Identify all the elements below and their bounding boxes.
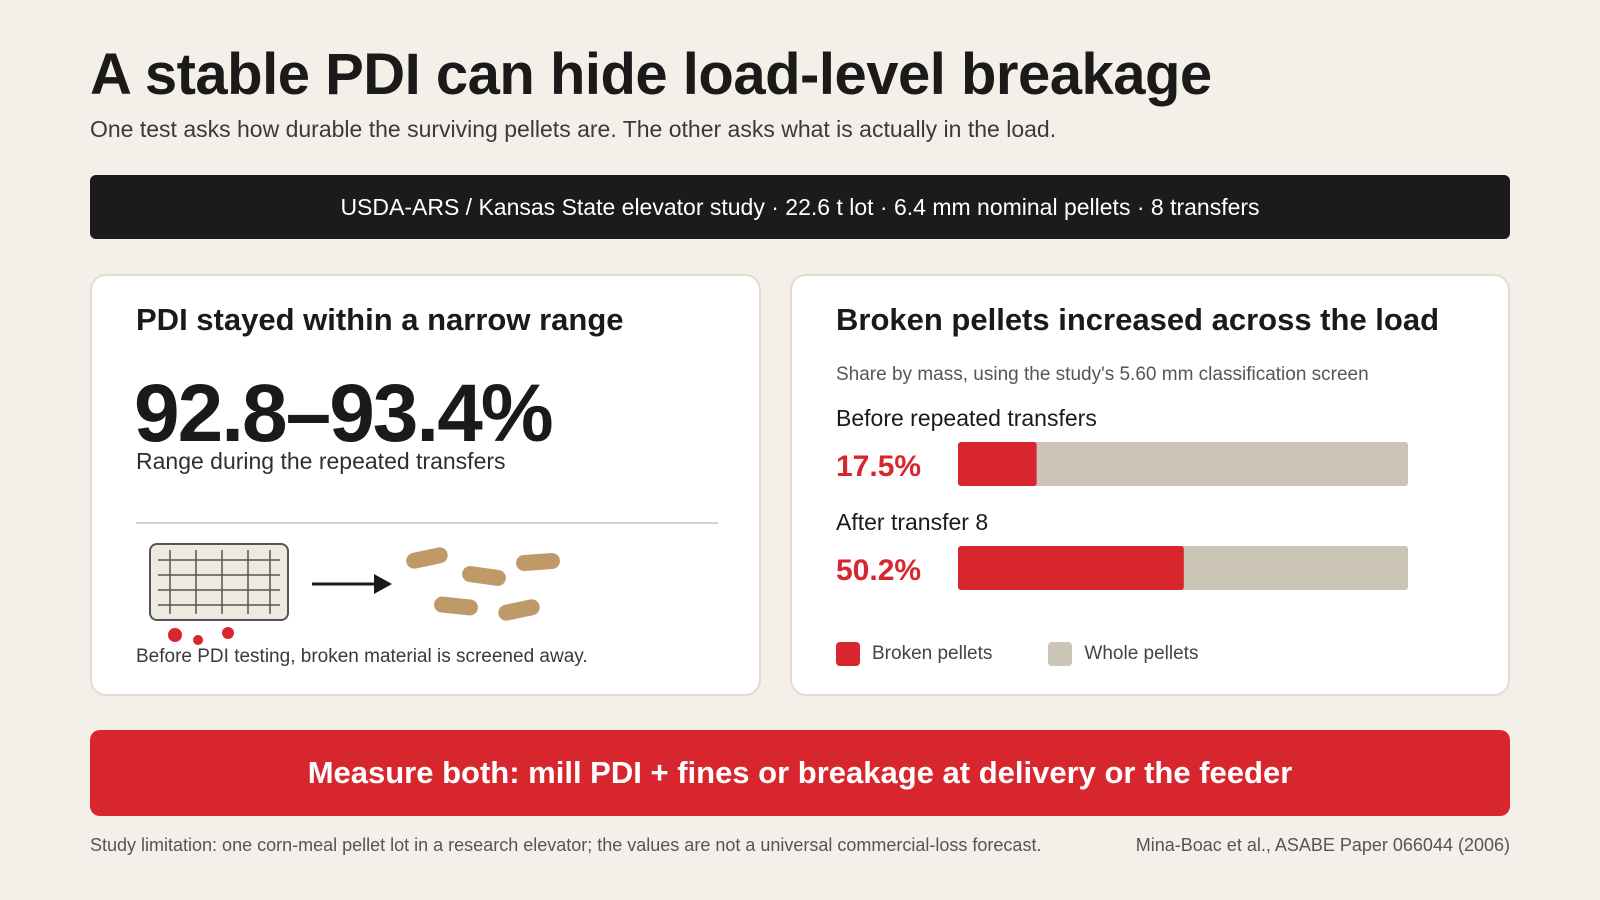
breakage-bar-chart: Before repeated transfers 17.5% After tran… (836, 405, 1408, 590)
legend-swatch-broken (836, 642, 860, 666)
data-label: 50.2% (836, 554, 921, 587)
legend-label-broken: Broken pellets (872, 643, 993, 664)
legend-swatch-whole (1048, 642, 1073, 666)
chart-legend: Broken pellets Whole pellets (836, 642, 1254, 666)
bar-whole (1183, 546, 1408, 590)
pdi-range-value: 92.8–93.4% (134, 368, 554, 459)
pdi-card-heading: PDI stayed within a narrow range (136, 302, 624, 337)
cta-banner: Measure both: mill PDI + fines or breaka… (90, 730, 1510, 816)
cta-text: Measure both: mill PDI + fines or breaka… (307, 755, 1293, 790)
breakage-card: Broken pellets increased across the load… (790, 274, 1510, 696)
card-divider (136, 522, 718, 524)
fines-dots-icon (168, 627, 234, 645)
bar-broken (958, 442, 1037, 486)
legend-label-whole: Whole pellets (1084, 643, 1199, 664)
bar-broken (958, 546, 1184, 590)
illustration-caption: Before PDI testing, broken material is s… (136, 646, 588, 667)
data-label: 17.5% (836, 450, 921, 483)
screening-illustration (149, 543, 560, 645)
pdi-card: PDI stayed within a narrow range 92.8–93… (90, 274, 761, 696)
pdi-range-caption: Range during the repeated transfers (136, 448, 506, 474)
whole-pellets-icon (406, 547, 560, 621)
chart-title: Broken pellets increased across the load (836, 302, 1440, 337)
page-subtitle: One test asks how durable the surviving … (90, 116, 1057, 142)
legend-item-whole: Whole pellets (1048, 642, 1198, 666)
study-banner-text: USDA-ARS / Kansas State elevator study ·… (340, 193, 1260, 220)
sieve-screen-icon (149, 543, 289, 621)
arrow-right-icon (312, 574, 392, 594)
category-label: After transfer 8 (836, 509, 988, 535)
category-label: Before repeated transfers (836, 405, 1097, 431)
chart-subtitle: Share by mass, using the study's 5.60 mm… (836, 364, 1369, 385)
study-banner: USDA-ARS / Kansas State elevator study ·… (90, 175, 1510, 239)
page-title: A stable PDI can hide load-level breakag… (90, 42, 1212, 107)
citation: Mina-Boac et al., ASABE Paper 066044 (20… (1135, 835, 1510, 855)
bar-whole (1036, 442, 1408, 486)
legend-item-broken: Broken pellets (836, 642, 992, 666)
study-limitation-note: Study limitation: one corn-meal pellet l… (90, 835, 1042, 855)
